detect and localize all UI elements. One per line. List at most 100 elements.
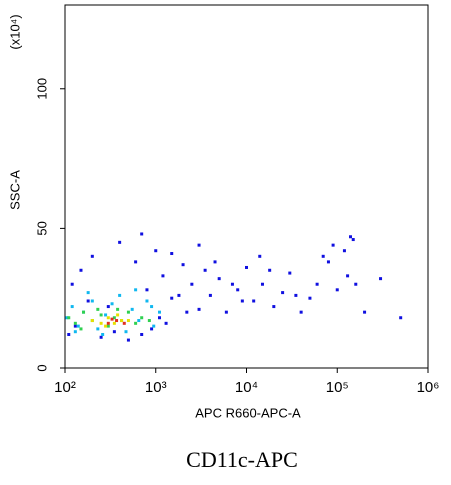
- point: [208, 293, 212, 297]
- point: [335, 288, 339, 292]
- point: [82, 310, 86, 314]
- point: [190, 282, 194, 286]
- point: [73, 330, 77, 334]
- point: [126, 319, 130, 323]
- point: [118, 293, 122, 297]
- point: [299, 310, 303, 314]
- point: [65, 316, 69, 320]
- point: [140, 332, 144, 336]
- point: [252, 299, 256, 303]
- point: [90, 254, 94, 258]
- point: [170, 296, 174, 300]
- x-tick-label: 10⁴: [235, 379, 258, 396]
- y-multiplier: (x10⁴): [7, 14, 22, 49]
- point: [90, 319, 94, 323]
- plot-frame: [64, 4, 429, 369]
- point: [99, 313, 103, 317]
- point: [152, 324, 156, 328]
- x-tick-label: 10⁵: [326, 379, 349, 396]
- point: [137, 319, 141, 323]
- point: [217, 277, 221, 281]
- point: [260, 282, 264, 286]
- point: [150, 305, 154, 309]
- point: [130, 307, 134, 311]
- point: [399, 316, 403, 320]
- y-tick-label: 0: [34, 364, 49, 371]
- point: [115, 319, 119, 323]
- point: [145, 299, 149, 303]
- point: [112, 330, 116, 334]
- point: [134, 288, 138, 292]
- point: [294, 293, 298, 297]
- point: [96, 327, 100, 331]
- point: [346, 274, 350, 278]
- point: [106, 321, 110, 325]
- point: [331, 243, 335, 247]
- x-tick-label: 10²: [54, 379, 76, 396]
- point: [354, 282, 358, 286]
- point: [106, 316, 110, 320]
- point: [99, 321, 103, 325]
- point: [170, 252, 174, 256]
- point: [112, 316, 116, 320]
- point: [281, 291, 285, 295]
- point: [134, 260, 138, 264]
- point: [106, 324, 110, 328]
- y-tick-label: 100: [34, 78, 49, 100]
- point: [308, 296, 312, 300]
- point: [342, 249, 346, 253]
- point: [122, 321, 126, 325]
- point: [140, 232, 144, 236]
- point: [116, 313, 120, 317]
- point: [101, 332, 105, 336]
- point: [110, 302, 114, 306]
- point: [79, 268, 83, 272]
- point: [315, 282, 319, 286]
- point: [120, 319, 124, 323]
- point: [379, 277, 383, 281]
- point: [124, 330, 128, 334]
- point: [177, 293, 181, 297]
- point: [106, 305, 110, 309]
- point: [272, 305, 276, 309]
- point: [134, 321, 138, 325]
- point: [326, 260, 330, 264]
- point: [110, 317, 114, 321]
- point: [76, 324, 80, 328]
- point: [99, 335, 103, 339]
- point: [73, 321, 77, 325]
- point: [147, 319, 151, 323]
- point: [288, 271, 292, 275]
- point: [86, 299, 90, 303]
- point: [96, 307, 100, 311]
- point: [258, 254, 262, 258]
- point: [351, 238, 355, 242]
- point: [104, 313, 108, 317]
- point: [236, 288, 240, 292]
- point: [112, 321, 116, 325]
- y-tick-label: 50: [34, 221, 49, 235]
- point: [197, 243, 201, 247]
- point: [230, 282, 234, 286]
- y-axis-label: SSC-A: [7, 170, 22, 210]
- point: [104, 324, 108, 328]
- point: [240, 299, 244, 303]
- point: [224, 310, 228, 314]
- point: [245, 265, 248, 269]
- point: [70, 305, 74, 309]
- x-axis-label: APC R660-APC-A: [195, 405, 301, 420]
- point: [79, 327, 83, 331]
- point: [197, 307, 201, 311]
- point: [213, 260, 217, 264]
- point: [268, 268, 272, 272]
- point: [203, 268, 207, 272]
- point: [158, 310, 162, 314]
- point: [67, 316, 71, 320]
- point: [90, 299, 94, 303]
- point: [145, 288, 149, 292]
- point: [118, 240, 122, 244]
- point: [158, 316, 162, 320]
- x-tick-label: 10⁶: [417, 379, 440, 396]
